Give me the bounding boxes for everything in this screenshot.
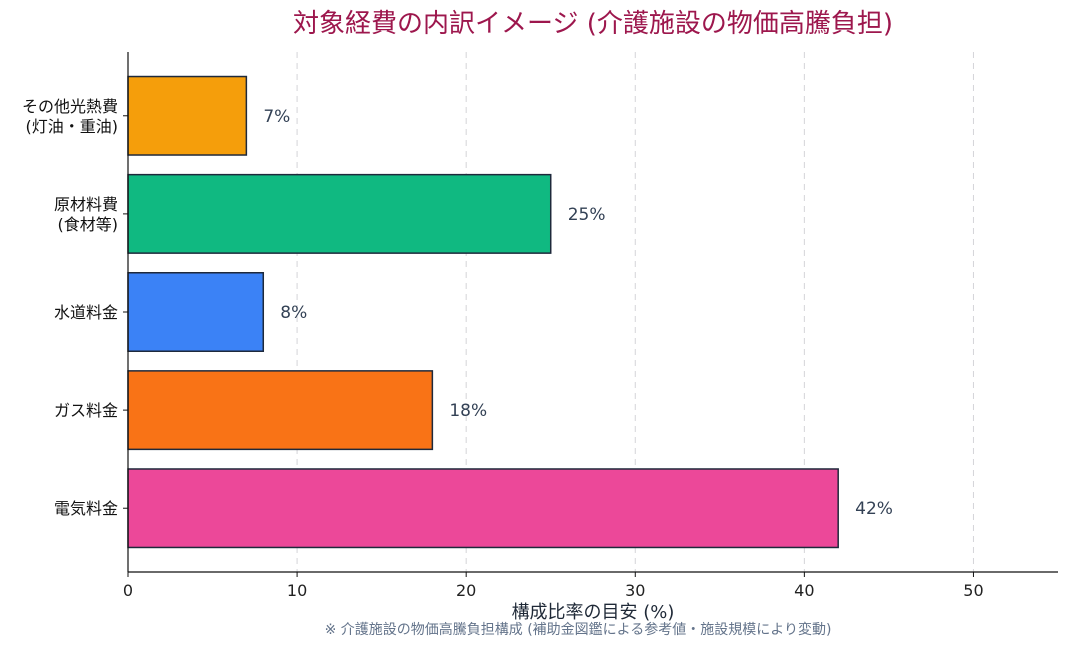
x-tick-label: 0 <box>123 581 133 600</box>
bar <box>127 173 552 254</box>
x-tick-label: 30 <box>625 581 645 600</box>
y-tick-label: ガス料金 <box>54 401 118 420</box>
x-tick-label: 10 <box>287 581 307 600</box>
x-axis-label: 構成比率の目安 (%) <box>512 602 675 623</box>
x-tick-label: 20 <box>456 581 476 600</box>
y-tick-label: (灯油・重油) <box>26 117 119 136</box>
bar <box>127 370 434 451</box>
y-tick-label: 電気料金 <box>54 499 118 518</box>
bar <box>127 468 839 549</box>
value-label: 8% <box>280 303 307 323</box>
bar <box>127 272 265 352</box>
bar <box>127 75 248 156</box>
x-ticks: 0 10 20 30 40 50 <box>123 572 984 600</box>
y-tick-label: その他光熱費 <box>22 97 118 116</box>
chart-title: 対象経費の内訳イメージ (介護施設の物価高騰負担) <box>293 9 893 39</box>
x-tick-label: 50 <box>963 581 983 600</box>
footnote: ※ 介護施設の物価高騰負担構成 (補助金図鑑による参考値・施設規模により変動) <box>325 621 832 638</box>
bars <box>127 75 839 549</box>
y-tick-label: (食材等) <box>58 215 119 234</box>
y-tick-label: 原材料費 <box>54 195 118 214</box>
value-labels: 7% 25% 8% 18% 42% <box>263 107 893 519</box>
value-label: 18% <box>449 401 487 421</box>
y-tick-label: 水道料金 <box>54 303 118 322</box>
value-label: 25% <box>568 205 606 225</box>
x-tick-label: 40 <box>794 581 814 600</box>
value-label: 7% <box>263 107 290 127</box>
value-label: 42% <box>855 499 893 519</box>
